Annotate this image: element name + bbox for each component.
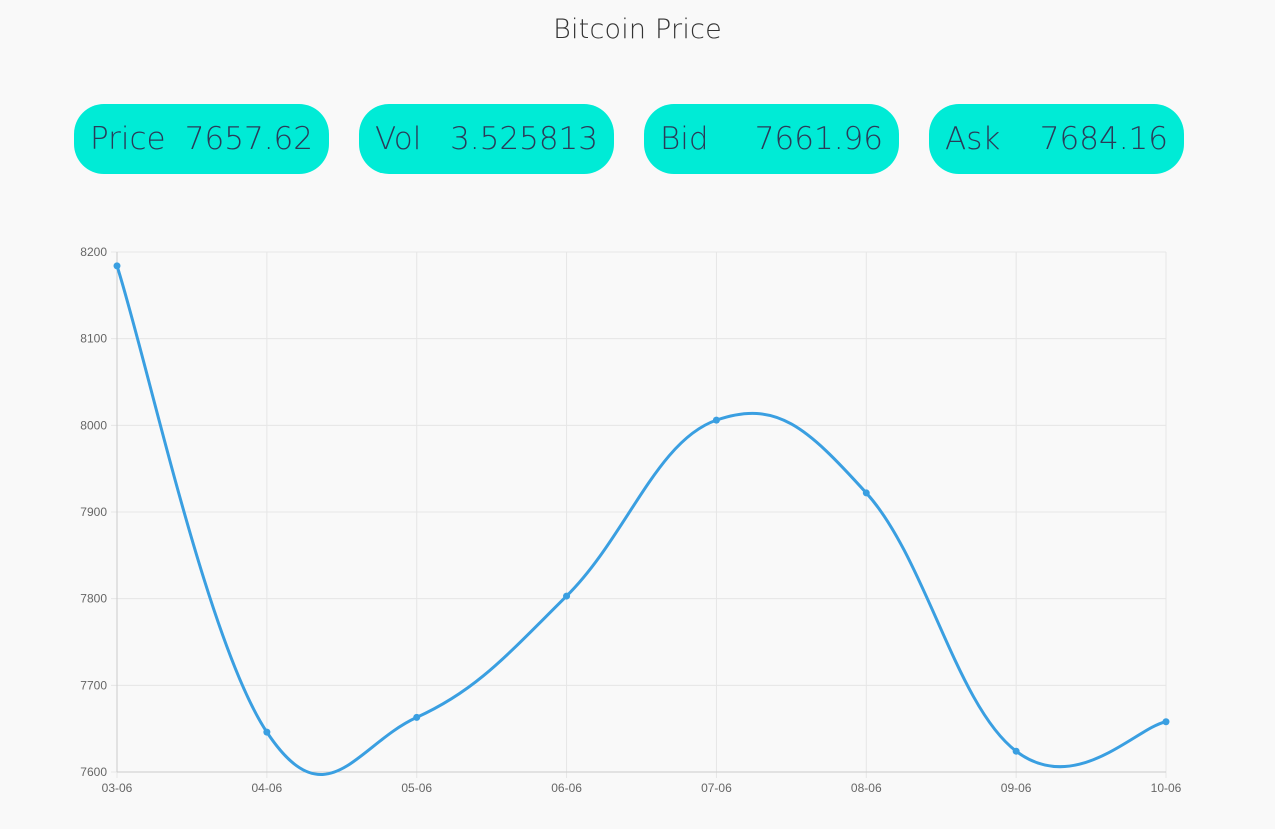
price-value: 7657.62	[184, 121, 313, 157]
page-title: Bitcoin Price	[553, 14, 722, 45]
ask-card: Ask 7684.16	[929, 104, 1184, 174]
y-tick-label: 7600	[80, 765, 107, 779]
x-tick-label: 04-06	[252, 781, 283, 795]
price-label: Price	[90, 121, 166, 157]
data-point	[1012, 747, 1020, 755]
y-tick-label: 8200	[80, 245, 107, 259]
bid-label: Bid	[660, 121, 709, 157]
data-point	[413, 713, 421, 721]
volume-value: 3.525813	[450, 121, 598, 157]
bid-card: Bid 7661.96	[644, 104, 899, 174]
x-tick-label: 06-06	[551, 781, 582, 795]
data-point	[862, 489, 870, 497]
data-point	[1162, 718, 1170, 726]
price-series-line	[115, 264, 1168, 777]
ask-label: Ask	[945, 121, 1001, 157]
y-tick-label: 8000	[80, 418, 107, 432]
bid-value: 7661.96	[754, 121, 883, 157]
x-tick-label: 10-06	[1151, 781, 1182, 795]
x-tick-label: 08-06	[851, 781, 882, 795]
y-tick-label: 8100	[80, 332, 107, 346]
volume-label: Vol	[375, 121, 422, 157]
y-tick-label: 7700	[80, 678, 107, 692]
x-tick-label: 09-06	[1001, 781, 1032, 795]
ask-value: 7684.16	[1039, 121, 1168, 157]
data-point	[563, 592, 571, 600]
grid-lines	[111, 251, 1167, 778]
x-tick-label: 05-06	[401, 781, 432, 795]
price-card: Price 7657.62	[74, 104, 329, 174]
data-point	[113, 262, 121, 270]
x-tick-label: 07-06	[701, 781, 732, 795]
x-tick-label: 03-06	[102, 781, 133, 795]
data-point	[263, 728, 271, 736]
y-tick-label: 7800	[80, 592, 107, 606]
data-point	[712, 416, 720, 424]
chart-area: 7600 7700 7800 7900 8000 8100 8200 03-06 04-06 05…	[0, 230, 1275, 829]
price-line-chart: 7600 7700 7800 7900 8000 8100 8200 03-06 04-06 05…	[80, 245, 1182, 795]
y-tick-label: 7900	[80, 505, 107, 519]
volume-card: Vol 3.525813	[359, 104, 614, 174]
